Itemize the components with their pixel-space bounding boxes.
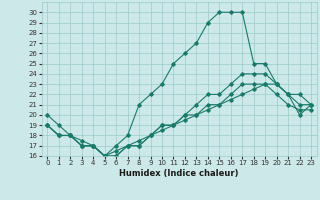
X-axis label: Humidex (Indice chaleur): Humidex (Indice chaleur) (119, 169, 239, 178)
